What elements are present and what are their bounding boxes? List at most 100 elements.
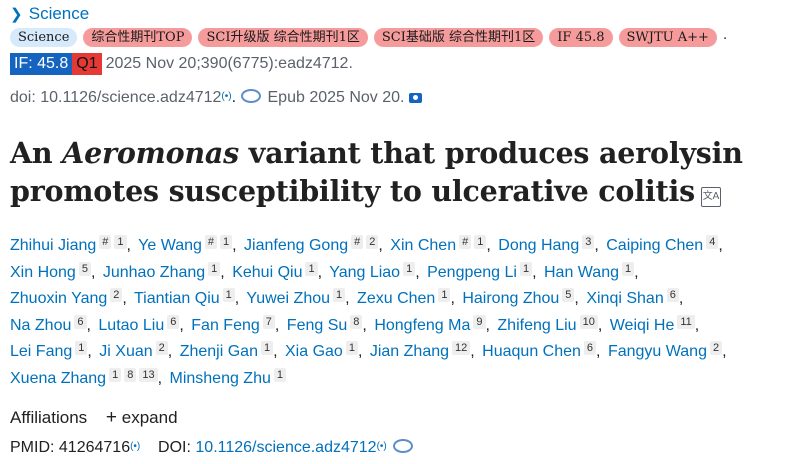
affiliation-marker[interactable]: 8 bbox=[350, 314, 363, 329]
affiliation-marker[interactable]: 1 bbox=[75, 341, 88, 355]
affiliation-marker[interactable]: 2 bbox=[709, 341, 723, 355]
affiliation-marker[interactable]: 4 bbox=[706, 235, 719, 249]
affiliation-marker[interactable]: 1 bbox=[109, 367, 122, 382]
author-name-link[interactable]: Xin Chen bbox=[390, 237, 457, 254]
affiliation-marker[interactable]: 1 bbox=[260, 341, 274, 355]
author-name-link[interactable]: Feng Su bbox=[286, 316, 348, 334]
author-name-link[interactable]: Weiqi He bbox=[609, 316, 675, 334]
affiliation-marker[interactable]: 1 bbox=[474, 235, 487, 249]
author-name-link[interactable]: Lei Fang bbox=[10, 343, 73, 360]
author-item: Ye Wang #1, bbox=[138, 235, 237, 254]
affiliation-marker[interactable]: 6 bbox=[583, 341, 597, 355]
camera-icon[interactable] bbox=[408, 93, 422, 103]
journal-tag[interactable]: SWJTU A++ bbox=[618, 28, 717, 47]
author-item: Yuwei Zhou 1, bbox=[246, 288, 350, 307]
affiliation-marker[interactable]: 11 bbox=[677, 314, 695, 329]
author-name-link[interactable]: Xia Gao bbox=[285, 343, 343, 360]
affiliation-marker[interactable]: 6 bbox=[167, 314, 180, 329]
affiliation-marker[interactable]: 13 bbox=[139, 367, 158, 382]
translate-icon[interactable]: 文A bbox=[700, 187, 721, 207]
expand-label[interactable]: expand bbox=[121, 408, 178, 427]
author-item: Zhifeng Liu 10, bbox=[497, 314, 603, 334]
author-name-link[interactable]: Zexu Chen bbox=[357, 290, 436, 307]
affiliation-marker[interactable]: 5 bbox=[78, 261, 91, 276]
affiliation-marker[interactable]: 1 bbox=[438, 288, 451, 302]
altmetric-icon[interactable]: (•) bbox=[376, 441, 387, 452]
affiliation-marker[interactable]: 1 bbox=[273, 367, 286, 382]
affiliation-marker[interactable]: 1 bbox=[220, 235, 233, 249]
altmetric-icon[interactable]: (•) bbox=[130, 441, 141, 452]
journal-link[interactable]: Science bbox=[28, 4, 90, 23]
affiliation-marker[interactable]: 1 bbox=[519, 261, 533, 276]
publisher-link-icon[interactable] bbox=[241, 89, 262, 103]
affiliation-marker[interactable]: 2 bbox=[155, 341, 168, 355]
author-name-link[interactable]: Fan Feng bbox=[191, 316, 260, 334]
author-name-link[interactable]: Huaqun Chen bbox=[482, 343, 581, 360]
author-name-link[interactable]: Na Zhou bbox=[10, 316, 72, 334]
affiliation-marker[interactable]: 8 bbox=[124, 367, 137, 382]
affiliation-marker[interactable]: 6 bbox=[666, 288, 679, 302]
author-name-link[interactable]: Ye Wang bbox=[138, 237, 202, 254]
affiliation-marker[interactable]: 2 bbox=[366, 235, 379, 249]
author-name-link[interactable]: Junhao Zhang bbox=[102, 263, 206, 281]
author-name-link[interactable]: Xinqi Shan bbox=[586, 290, 664, 307]
affiliation-marker[interactable]: # bbox=[351, 235, 364, 249]
author-name-link[interactable]: Ji Xuan bbox=[99, 343, 153, 360]
affiliation-marker[interactable]: 3 bbox=[582, 235, 595, 249]
author-item: Jian Zhang 12, bbox=[369, 341, 475, 360]
journal-tag[interactable]: 综合性期刊TOP bbox=[83, 28, 193, 47]
author-name-link[interactable]: Zhuoxin Yang bbox=[10, 290, 108, 307]
affiliation-marker[interactable]: # bbox=[99, 235, 112, 249]
affiliation-marker[interactable]: 1 bbox=[208, 261, 221, 276]
affiliation-marker[interactable]: 1 bbox=[222, 288, 235, 302]
affiliation-marker[interactable]: 9 bbox=[473, 314, 486, 329]
affiliation-marker[interactable]: 5 bbox=[562, 288, 575, 302]
affiliation-marker[interactable]: 1 bbox=[305, 261, 318, 276]
journal-tag[interactable]: SCI基础版 综合性期刊1区 bbox=[373, 28, 544, 47]
affiliation-marker[interactable]: 10 bbox=[579, 314, 598, 329]
plus-icon[interactable]: + bbox=[105, 407, 118, 428]
author-name-link[interactable]: Hongfeng Ma bbox=[374, 316, 471, 334]
journal-tag[interactable]: Science bbox=[10, 28, 78, 47]
author-item: Lei Fang 1, bbox=[10, 341, 92, 360]
author-name-link[interactable]: Yuwei Zhou bbox=[246, 290, 331, 307]
publisher-link-icon[interactable] bbox=[392, 439, 413, 453]
author-name-link[interactable]: Caiping Chen bbox=[606, 237, 704, 254]
author-name-link[interactable]: Zhifeng Liu bbox=[497, 316, 577, 334]
affiliations-toggle[interactable]: Affiliations + expand bbox=[10, 407, 178, 429]
author-name-link[interactable]: Zhihui Jiang bbox=[10, 237, 97, 254]
epub-date: Epub 2025 Nov 20. bbox=[267, 89, 405, 106]
affiliation-marker[interactable]: 6 bbox=[74, 314, 87, 329]
affiliation-marker[interactable]: # bbox=[204, 235, 218, 249]
author-name-link[interactable]: Xuena Zhang bbox=[10, 369, 107, 387]
journal-tag[interactable]: IF 45.8 bbox=[549, 28, 613, 47]
author-name-link[interactable]: Dong Hang bbox=[498, 237, 580, 254]
author-name-link[interactable]: Hairong Zhou bbox=[462, 290, 560, 307]
author-name-link[interactable]: Xin Hong bbox=[10, 263, 76, 281]
author-name-link[interactable]: Fangyu Wang bbox=[607, 343, 707, 360]
author-name-link[interactable]: Minsheng Zhu bbox=[169, 369, 271, 387]
journal-breadcrumb: ❯ Science bbox=[10, 4, 89, 24]
affiliation-marker[interactable]: 1 bbox=[345, 341, 358, 355]
affiliation-marker[interactable]: # bbox=[459, 235, 472, 249]
author-name-link[interactable]: Jianfeng Gong bbox=[244, 237, 349, 254]
author-item: Minsheng Zhu 1 bbox=[169, 367, 286, 387]
author-name-link[interactable]: Kehui Qiu bbox=[232, 263, 303, 281]
affiliation-marker[interactable]: 1 bbox=[114, 235, 127, 249]
author-name-link[interactable]: Tiantian Qiu bbox=[134, 290, 220, 307]
author-name-link[interactable]: Zhenji Gan bbox=[179, 343, 258, 360]
affiliation-marker[interactable]: 1 bbox=[622, 261, 635, 276]
author-name-link[interactable]: Han Wang bbox=[544, 263, 619, 281]
author-name-link[interactable]: Yang Liao bbox=[329, 263, 401, 281]
affiliation-marker[interactable]: 1 bbox=[403, 261, 416, 276]
author-name-link[interactable]: Pengpeng Li bbox=[427, 263, 517, 281]
affiliation-marker[interactable]: 7 bbox=[262, 314, 275, 329]
affiliation-marker[interactable]: 2 bbox=[110, 288, 123, 302]
affiliation-marker[interactable]: 12 bbox=[452, 341, 471, 355]
doi-link[interactable]: 10.1126/science.adz4712 bbox=[195, 439, 377, 456]
author-name-link[interactable]: Jian Zhang bbox=[369, 343, 450, 360]
author-name-link[interactable]: Lutao Liu bbox=[98, 316, 165, 334]
altmetric-icon[interactable]: (•) bbox=[221, 91, 232, 102]
journal-tag[interactable]: SCI升级版 综合性期刊1区 bbox=[198, 28, 368, 47]
affiliation-marker[interactable]: 1 bbox=[333, 288, 346, 302]
